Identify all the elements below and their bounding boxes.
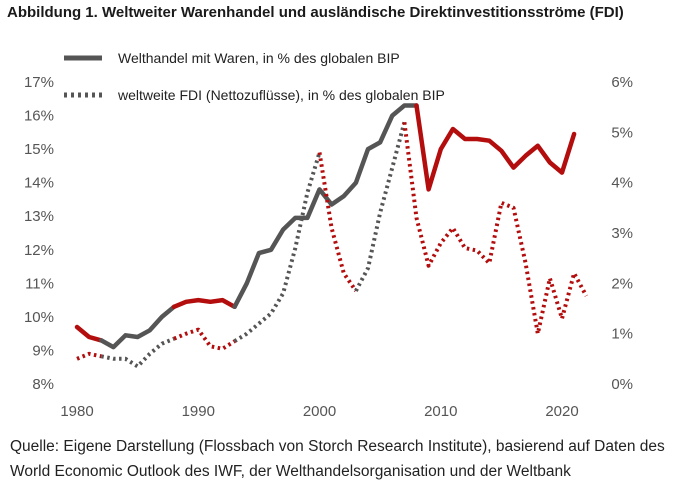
x-tick-label: 1980 <box>60 403 93 420</box>
x-tick-label: 2020 <box>545 403 578 420</box>
left-tick-label: 12% <box>24 242 54 259</box>
source-line-1: Quelle: Eigene Darstellung (Flossbach vo… <box>10 434 696 459</box>
left-tick-label: 13% <box>24 208 54 225</box>
x-tick-label: 2010 <box>424 403 457 420</box>
trade-line-segment <box>235 106 417 307</box>
left-tick-label: 10% <box>24 309 54 326</box>
fdi-line-segment <box>320 153 356 291</box>
left-tick-label: 17% <box>24 74 54 91</box>
fdi-line-segment <box>174 330 235 349</box>
trade-line-segment <box>174 300 235 307</box>
x-tick-label: 1990 <box>182 403 215 420</box>
left-tick-label: 16% <box>24 108 54 125</box>
fdi-line-segment <box>235 153 320 342</box>
x-tick-label: 2000 <box>303 403 336 420</box>
right-tick-label: 1% <box>611 326 633 343</box>
source-line-2: World Economic Outlook des IWF, der Welt… <box>10 459 696 484</box>
legend-label-trade: Welthandel mit Waren, in % des globalen … <box>118 50 400 66</box>
x-axis-ticks: 1980 1990 2000 2010 2020 <box>60 403 578 420</box>
left-tick-label: 8% <box>32 376 54 393</box>
fdi-line-segment <box>404 122 586 333</box>
trade-line-segment <box>417 106 575 190</box>
right-tick-label: 0% <box>611 376 633 393</box>
left-tick-label: 15% <box>24 141 54 158</box>
line-chart: 8% 9% 10% 11% 12% 13% 14% 15% 16% 17% 0% 1% 2% 3% 4% 5… <box>0 0 696 430</box>
right-axis-ticks: 0% 1% 2% 3% 4% 5% 6% <box>611 74 633 393</box>
left-tick-label: 14% <box>24 175 54 192</box>
right-tick-label: 4% <box>611 175 633 192</box>
fdi-line-segment <box>77 354 101 359</box>
left-tick-label: 9% <box>32 342 54 359</box>
right-tick-label: 6% <box>611 74 633 91</box>
right-tick-label: 5% <box>611 124 633 141</box>
legend: Welthandel mit Waren, in % des globalen … <box>64 50 445 103</box>
right-tick-label: 2% <box>611 275 633 292</box>
series-layer <box>77 106 586 367</box>
left-axis-ticks: 8% 9% 10% 11% 12% 13% 14% 15% 16% 17% <box>24 74 54 393</box>
legend-label-fdi: weltweite FDI (Nettozuflüsse), in % des … <box>117 87 445 103</box>
source-note: Quelle: Eigene Darstellung (Flossbach vo… <box>10 434 696 484</box>
trade-line-segment <box>77 327 101 340</box>
series-trade <box>77 106 574 348</box>
left-tick-label: 11% <box>25 275 54 292</box>
right-tick-label: 3% <box>611 225 633 242</box>
fdi-line-segment <box>101 339 174 367</box>
fdi-line-segment <box>356 122 405 291</box>
